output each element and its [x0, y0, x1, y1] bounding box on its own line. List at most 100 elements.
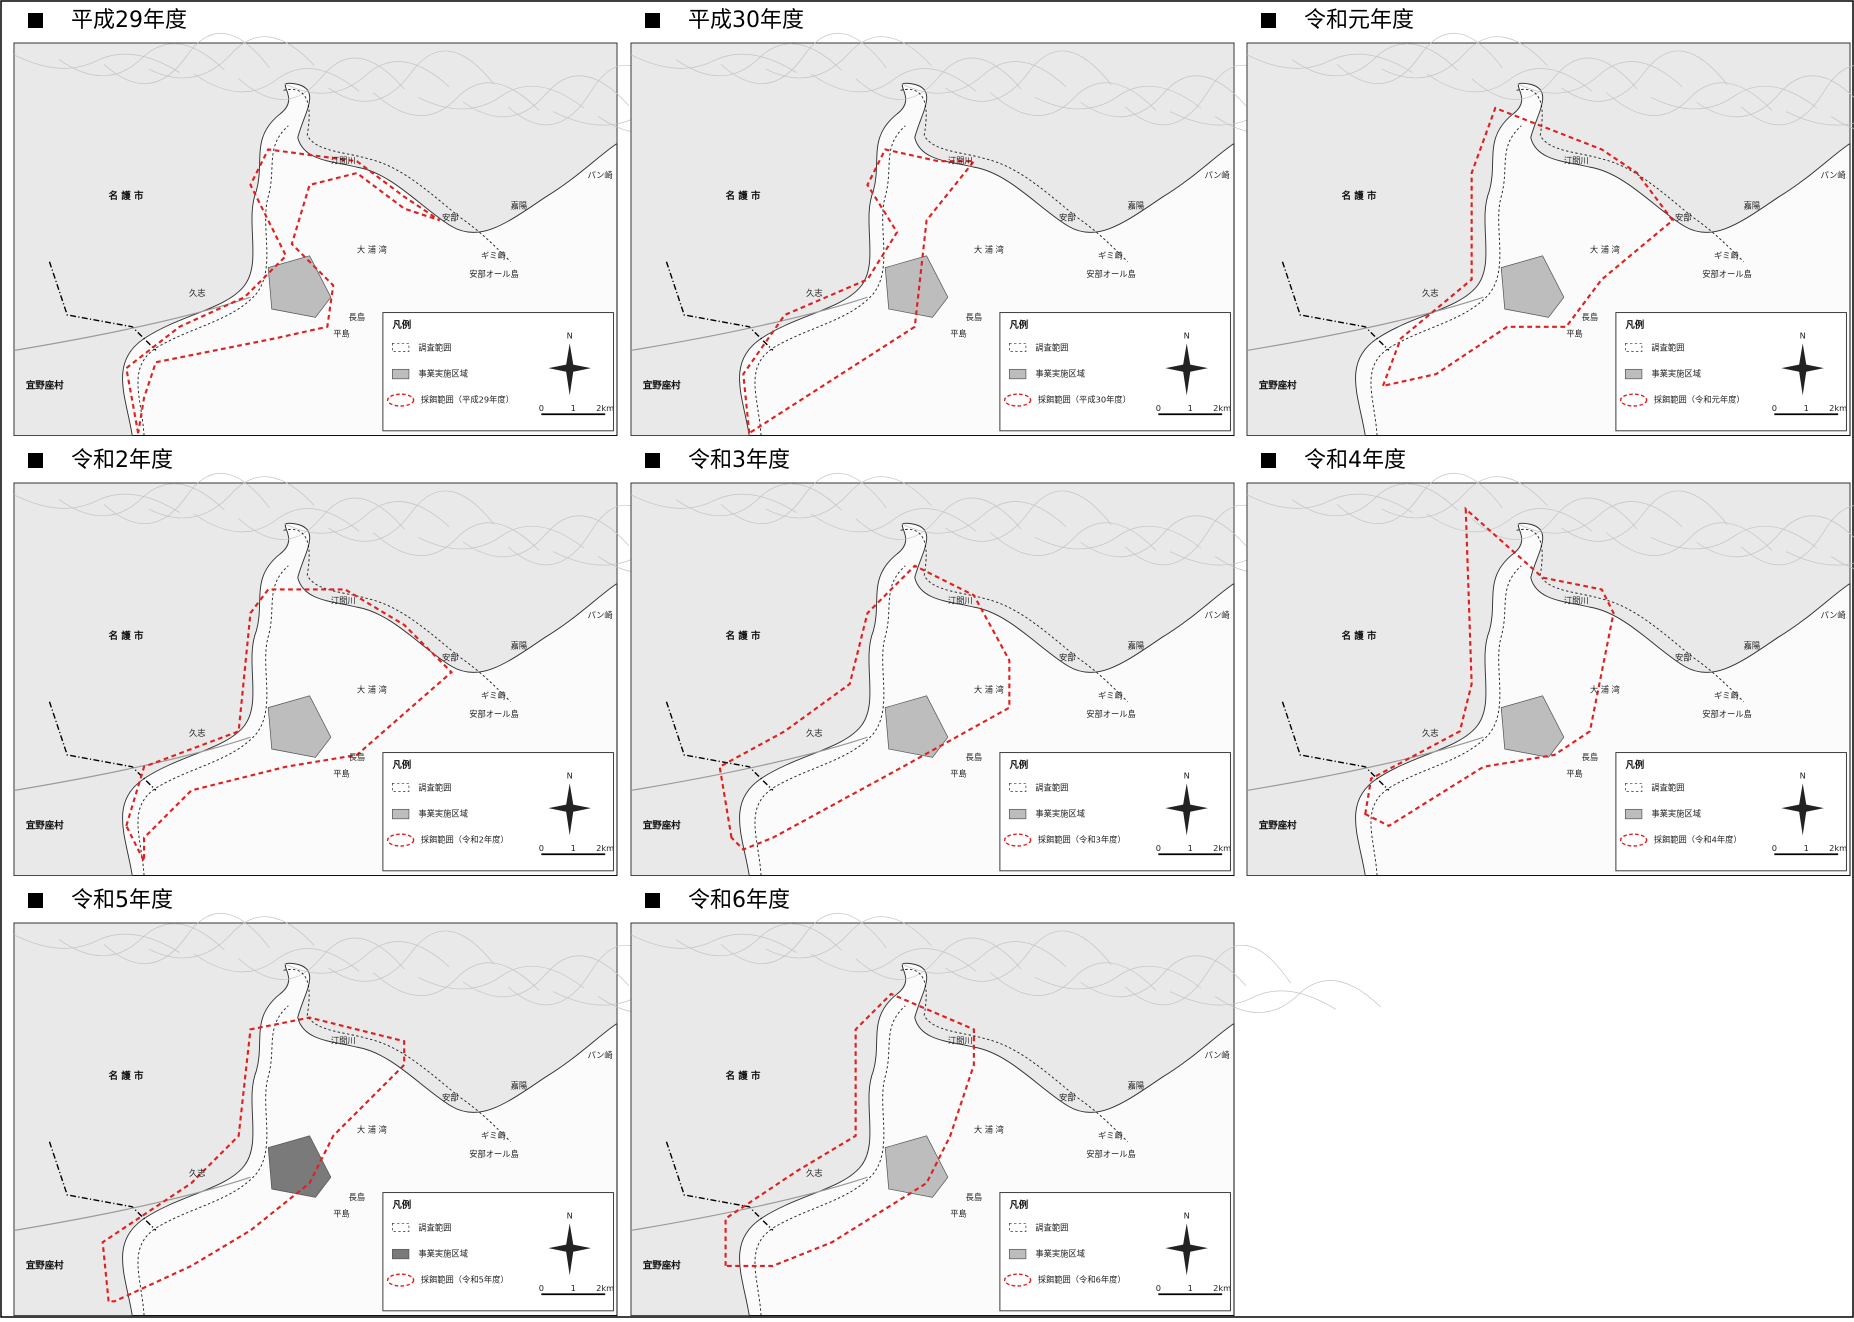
legend-title: 凡例	[1009, 759, 1028, 771]
place-label: 安部	[1059, 1092, 1076, 1102]
place-label: 安部	[1675, 212, 1692, 222]
legend-project: 事業実施区域	[1035, 1249, 1085, 1259]
place-label: 久志	[1422, 288, 1439, 298]
place-label: 汀間川	[948, 1036, 973, 1046]
scale-label: 0	[1156, 1283, 1161, 1293]
place-label: パン崎	[587, 1050, 612, 1060]
place-label: 嘉陽	[1128, 1081, 1145, 1091]
panel-title: 平成30年度	[688, 8, 804, 33]
scale-label: 1	[1804, 843, 1809, 853]
place-label: 安部	[442, 652, 459, 662]
title-square	[28, 893, 43, 908]
place-label: 安部オール島	[1702, 709, 1752, 719]
place-label: 嘉陽	[511, 1081, 528, 1091]
legend-title: 凡例	[1009, 1199, 1028, 1211]
place-label: ギミ崎	[1098, 690, 1123, 700]
scale-label: 2km	[1213, 843, 1231, 853]
place-label: 久志	[189, 728, 206, 738]
scale-label: 0	[539, 403, 544, 413]
place-label: 大 浦 湾	[974, 244, 1004, 254]
legend-foraging: 採餌範囲（平成30年度）	[1038, 395, 1131, 405]
panel-title: 令和3年度	[688, 448, 790, 473]
figure: 平成29年度名 護 市宜野座村大 浦 湾パン崎安部嘉陽ギミ崎安部オール島長島平島…	[0, 0, 1854, 1318]
panel-title: 令和2年度	[71, 448, 173, 473]
legend-project-swatch	[1009, 809, 1026, 818]
place-label: 安部オール島	[469, 709, 519, 719]
place-label: 安部	[1675, 652, 1692, 662]
place-label: パン崎	[1204, 170, 1229, 180]
panel-title: 令和5年度	[71, 888, 173, 913]
place-label: 嘉陽	[511, 201, 528, 211]
legend-project-swatch	[392, 809, 409, 818]
place-label: ギミ崎	[1098, 1130, 1123, 1140]
scale-label: 0	[1156, 843, 1161, 853]
map: 名 護 市宜野座村大 浦 湾パン崎安部嘉陽ギミ崎安部オール島長島平島久志汀間川凡…	[631, 913, 1381, 1315]
legend-survey: 調査範囲	[1651, 783, 1684, 793]
legend-survey: 調査範囲	[418, 343, 451, 353]
panel: 令和6年度名 護 市宜野座村大 浦 湾パン崎安部嘉陽ギミ崎安部オール島長島平島久…	[631, 888, 1381, 1316]
place-label: 宜野座村	[26, 819, 64, 831]
legend-project-swatch	[1009, 1249, 1026, 1258]
scale-label: 1	[1188, 403, 1193, 413]
place-label: 大 浦 湾	[357, 1124, 387, 1134]
legend-survey: 調査範囲	[1651, 343, 1684, 353]
north-label: N	[1800, 771, 1806, 781]
north-label: N	[567, 331, 573, 341]
place-label: 安部オール島	[1086, 269, 1136, 279]
place-label: 汀間川	[948, 596, 973, 606]
title-square	[28, 13, 43, 28]
scale-label: 2km	[1829, 403, 1847, 413]
place-label: 久志	[806, 288, 823, 298]
place-label: 嘉陽	[1744, 641, 1761, 651]
place-label: パン崎	[1820, 170, 1845, 180]
place-label: ギミ崎	[481, 250, 506, 260]
place-label: 宜野座村	[643, 819, 681, 831]
place-label: 長島	[1582, 752, 1599, 762]
legend-survey: 調査範囲	[418, 783, 451, 793]
legend-survey: 調査範囲	[1035, 783, 1068, 793]
panel-title: 令和4年度	[1304, 448, 1406, 473]
north-label: N	[567, 771, 573, 781]
scale-label: 2km	[596, 403, 614, 413]
panel-title: 令和6年度	[688, 888, 790, 913]
place-label: 汀間川	[331, 1036, 356, 1046]
north-label: N	[1184, 1211, 1190, 1221]
north-label: N	[1184, 771, 1190, 781]
place-label: 名 護 市	[1342, 630, 1377, 642]
legend-project: 事業実施区域	[1035, 809, 1085, 819]
scale-label: 1	[571, 403, 576, 413]
place-label: 平島	[333, 768, 350, 778]
place-label: 大 浦 湾	[357, 244, 387, 254]
title-square	[1261, 453, 1276, 468]
place-label: 宜野座村	[1259, 819, 1297, 831]
place-label: 安部	[1059, 652, 1076, 662]
legend-project-swatch	[1625, 369, 1642, 378]
legend: 凡例調査範囲事業実施区域採餌範囲（平成29年度）N012km	[383, 313, 614, 431]
place-label: パン崎	[587, 170, 612, 180]
legend-title: 凡例	[392, 759, 411, 771]
legend-title: 凡例	[392, 1199, 411, 1211]
legend: 凡例調査範囲事業実施区域採餌範囲（令和元年度）N012km	[1616, 313, 1847, 431]
legend-foraging: 採餌範囲（令和5年度）	[421, 1275, 509, 1285]
place-label: 名 護 市	[109, 190, 144, 202]
scale-label: 2km	[1829, 843, 1847, 853]
place-label: 平島	[333, 1208, 350, 1218]
legend-project-swatch	[1009, 369, 1026, 378]
scale-label: 2km	[596, 1283, 614, 1293]
place-label: 長島	[966, 312, 983, 322]
place-label: 宜野座村	[26, 379, 64, 391]
place-label: 平島	[950, 328, 967, 338]
place-label: 安部オール島	[1702, 269, 1752, 279]
legend-project: 事業実施区域	[1651, 369, 1701, 379]
place-label: ギミ崎	[1098, 250, 1123, 260]
place-label: 宜野座村	[643, 1259, 681, 1271]
place-label: パン崎	[587, 610, 612, 620]
legend-title: 凡例	[1625, 319, 1644, 331]
legend-survey: 調査範囲	[1035, 1223, 1068, 1233]
scale-label: 0	[1156, 403, 1161, 413]
legend: 凡例調査範囲事業実施区域採餌範囲（令和4年度）N012km	[1616, 753, 1847, 871]
place-label: 宜野座村	[26, 1259, 64, 1271]
place-label: 安部	[1059, 212, 1076, 222]
scale-label: 1	[571, 843, 576, 853]
